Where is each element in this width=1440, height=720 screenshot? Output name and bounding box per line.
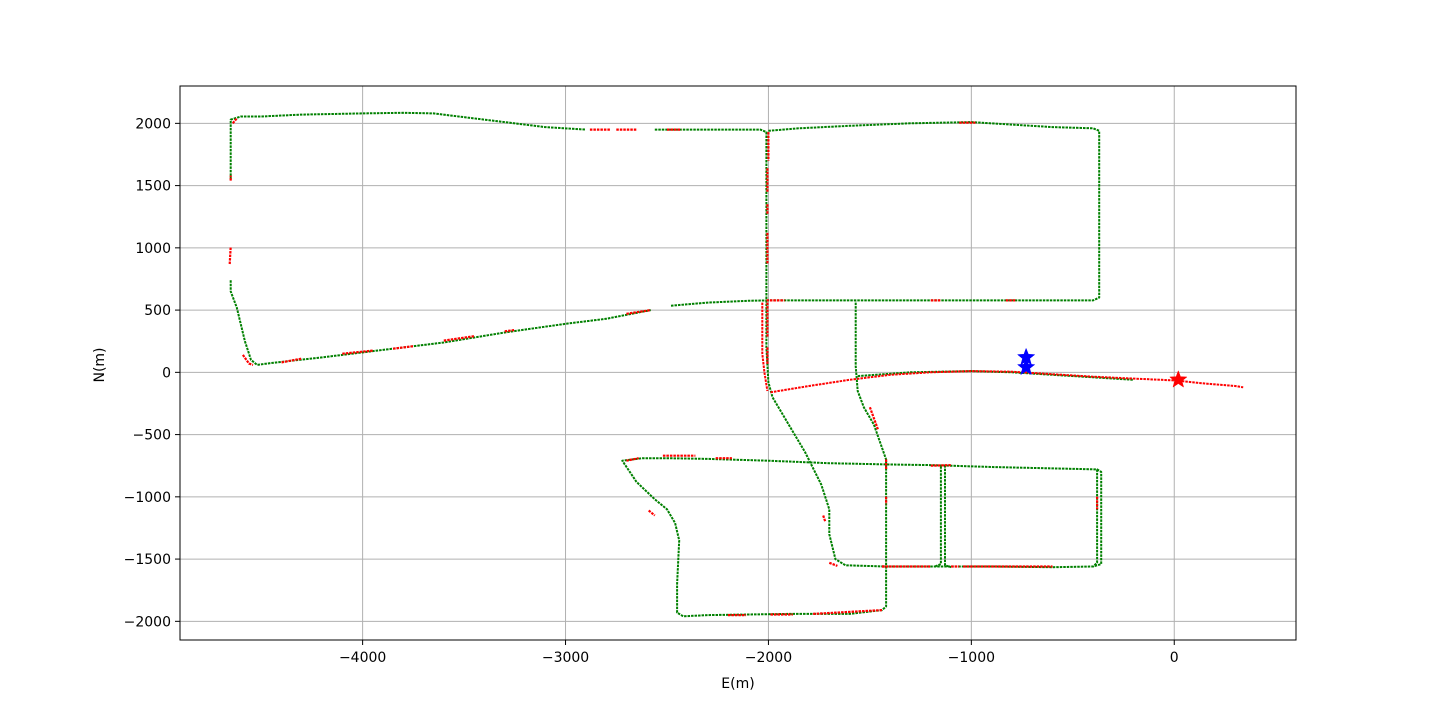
red-track-points [626, 457, 639, 462]
x-tick-label: −4000 [339, 650, 386, 666]
plot-frame [179, 85, 1297, 641]
x-tick-label: −1000 [948, 650, 995, 666]
red-track-points [868, 406, 880, 430]
green-track-points [766, 121, 1101, 302]
y-tick-label: −500 [133, 428, 171, 444]
y-axis-label: N(m) [92, 347, 108, 382]
green-track-points [621, 300, 1103, 618]
y-tick-label: 0 [162, 365, 171, 381]
red-star-marker [1169, 370, 1188, 388]
green-track-points [1092, 469, 1099, 568]
y-tick-label: 1500 [135, 179, 171, 195]
blue-star-marker [1016, 357, 1036, 376]
red-track-points [241, 354, 254, 366]
red-track-points [228, 246, 232, 265]
red-track-points [648, 509, 656, 517]
green-track-points [934, 466, 942, 568]
data-layer [228, 111, 1244, 618]
red-track-points [761, 302, 769, 392]
red-track-points [770, 370, 1244, 394]
red-track-points [342, 349, 373, 355]
tick-marks: −4000 −3000 −2000 −1000 0 −2000 −1500 −1000 −500… [124, 116, 1179, 666]
red-track-points [828, 561, 838, 567]
green-track-points [654, 128, 768, 301]
y-tick-label: 500 [144, 303, 171, 319]
x-tick-label: 0 [1170, 650, 1179, 666]
red-track-points [813, 609, 883, 615]
green-track-points [944, 465, 952, 569]
grid-lines [180, 86, 1296, 640]
y-tick-label: −1500 [124, 552, 171, 568]
x-axis-label: E(m) [721, 676, 754, 692]
y-tick-label: −2000 [124, 614, 171, 630]
red-track-points [626, 309, 651, 315]
red-track-points [822, 515, 827, 523]
red-track-points [504, 328, 515, 333]
green-track-points [229, 111, 586, 180]
x-tick-label: −3000 [542, 650, 589, 666]
red-track-points [443, 335, 475, 342]
y-tick-label: 2000 [135, 116, 171, 132]
y-tick-label: 1000 [135, 241, 171, 257]
red-track-points [231, 117, 238, 124]
y-tick-label: −1000 [124, 490, 171, 506]
x-tick-label: −2000 [745, 650, 792, 666]
green-track-points [670, 299, 767, 307]
